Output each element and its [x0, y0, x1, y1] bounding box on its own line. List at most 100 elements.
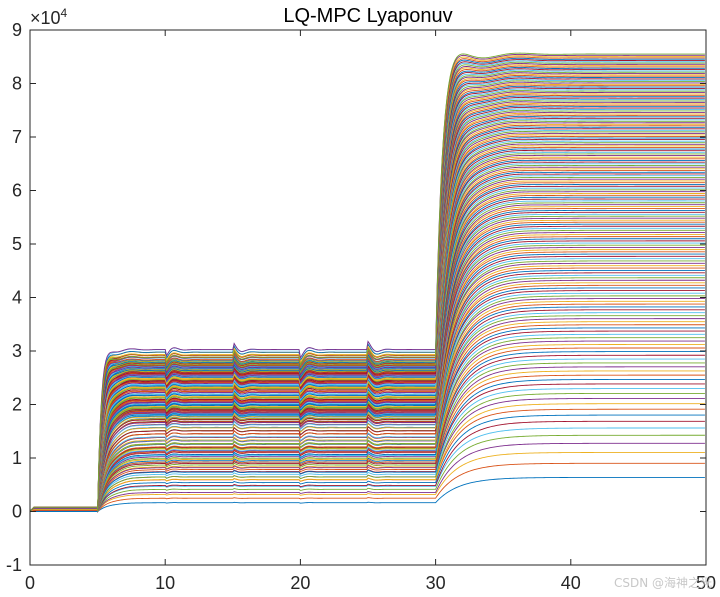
series-layer: [30, 52, 705, 514]
series-line: [30, 150, 705, 512]
series-line: [30, 427, 705, 512]
series-line: [30, 107, 705, 512]
series-line: [30, 420, 705, 512]
series-line: [30, 267, 705, 512]
x-tick-label: 10: [155, 573, 175, 593]
series-line: [30, 315, 705, 512]
series-line: [30, 462, 705, 513]
watermark: CSDN @海神之光: [613, 576, 712, 590]
series-line: [30, 191, 705, 512]
y-tick-label: 8: [12, 74, 22, 94]
series-line: [30, 89, 705, 512]
series-line: [30, 213, 705, 512]
series-line: [30, 108, 705, 512]
y-tick-label: 3: [12, 341, 22, 361]
series-line: [30, 249, 705, 512]
series-line: [30, 229, 705, 512]
series-line: [30, 178, 705, 512]
series-line: [30, 94, 705, 512]
series-line: [30, 129, 705, 512]
y-exponent-base: ×10: [30, 8, 61, 28]
series-line: [30, 187, 705, 512]
series-line: [30, 255, 705, 512]
series-line: [30, 234, 705, 512]
series-line: [30, 66, 705, 512]
series-line: [30, 442, 705, 514]
series-line: [30, 196, 705, 512]
series-line: [30, 91, 705, 512]
series-line: [30, 347, 705, 512]
y-tick-label: 6: [12, 181, 22, 201]
series-line: [30, 217, 705, 512]
series-line: [30, 102, 705, 512]
series-line: [30, 99, 705, 512]
series-line: [30, 327, 705, 512]
series-line: [30, 476, 705, 512]
series-line: [30, 219, 705, 512]
series-line: [30, 57, 705, 512]
series-line: [30, 115, 705, 512]
series-line: [30, 383, 705, 512]
series-line: [30, 225, 705, 512]
series-line: [30, 303, 705, 512]
series-line: [30, 145, 705, 512]
series-line: [30, 53, 705, 512]
series-line: [30, 146, 705, 512]
axes: [29, 29, 707, 566]
series-line: [30, 140, 705, 512]
series-line: [30, 98, 705, 512]
series-line: [30, 185, 705, 512]
series-line: [30, 154, 705, 512]
series-line: [30, 392, 705, 512]
series-line: [30, 189, 705, 512]
series-line: [30, 434, 705, 512]
series-line: [30, 95, 705, 512]
series-line: [30, 333, 705, 512]
y-tick-label: -1: [6, 555, 22, 575]
y-tick-label: 9: [12, 20, 22, 40]
series-line: [30, 236, 705, 512]
x-tick-label: 50: [696, 573, 716, 593]
series-line: [30, 112, 705, 512]
series-line: [30, 151, 705, 512]
x-tick-label: 20: [290, 573, 310, 593]
series-line: [30, 223, 705, 512]
series-line: [30, 168, 705, 512]
series-line: [30, 204, 705, 512]
series-line: [30, 330, 705, 512]
series-line: [30, 211, 705, 512]
series-line: [30, 132, 705, 512]
series-line: [30, 120, 705, 512]
series-line: [30, 81, 705, 512]
series-line: [30, 134, 705, 512]
series-line: [30, 124, 705, 512]
series-line: [30, 101, 705, 512]
series-line: [30, 117, 705, 512]
series-line: [30, 388, 705, 512]
series-line: [30, 374, 705, 512]
series-line: [30, 118, 705, 512]
series-line: [30, 142, 705, 512]
series-line: [30, 312, 705, 512]
series-line: [30, 170, 705, 512]
series-line: [30, 137, 705, 512]
series-line: [30, 227, 705, 512]
series-line: [30, 340, 705, 512]
x-tick-label: 0: [25, 573, 35, 593]
y-tick-label: 2: [12, 395, 22, 415]
chart-title: LQ-MPC Lyaponuv: [283, 5, 452, 27]
series-line: [30, 324, 705, 512]
series-line: [30, 184, 705, 512]
y-exponent-label: ×104: [30, 6, 68, 28]
series-line: [30, 123, 705, 512]
series-line: [30, 362, 705, 512]
series-line: [30, 282, 705, 512]
series-line: [30, 209, 705, 512]
series-line: [30, 231, 705, 512]
series-line: [30, 337, 705, 512]
x-tick-label: 30: [426, 573, 446, 593]
series-line: [30, 370, 705, 512]
series-line: [30, 104, 705, 512]
